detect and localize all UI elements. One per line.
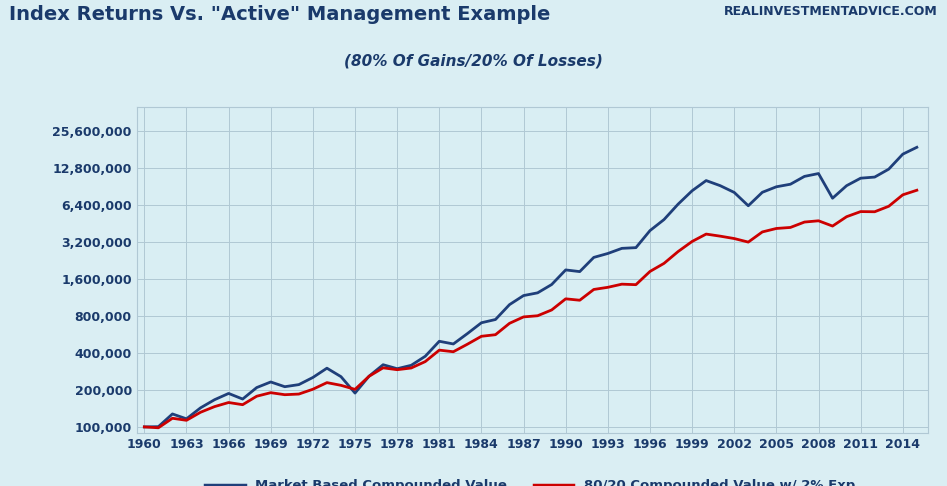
Text: Index Returns Vs. "Active" Management Example: Index Returns Vs. "Active" Management Ex…: [9, 5, 551, 24]
Text: REALINVESTMENTADVICE.COM: REALINVESTMENTADVICE.COM: [724, 5, 938, 18]
Legend: Market Based Compounded Value, 80/20 Compounded Value w/ 2% Exp.: Market Based Compounded Value, 80/20 Com…: [200, 474, 866, 486]
Text: (80% Of Gains/20% Of Losses): (80% Of Gains/20% Of Losses): [344, 53, 603, 69]
